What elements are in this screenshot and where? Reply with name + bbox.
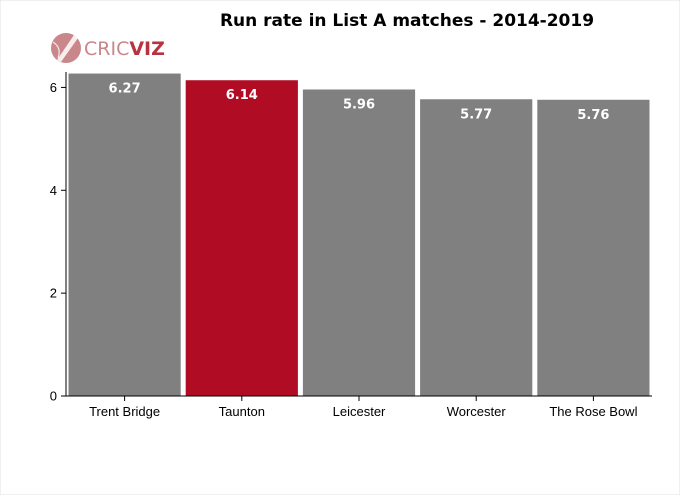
bar-value-label-4: 5.77 (460, 107, 492, 122)
cricviz-logo: CRICVIZ (51, 33, 165, 63)
cricket-ball-bat-icon (51, 33, 81, 63)
bar-4 (420, 99, 533, 396)
logo-text-viz: VIZ (129, 38, 165, 60)
x-tick-label-1: Trent Bridge (89, 404, 160, 419)
bar-value-label-3: 5.96 (343, 97, 375, 112)
y-tick-label-3: 4 (50, 183, 57, 198)
bar-value-label-1: 6.27 (109, 82, 141, 97)
y-tick-label-2: 2 (50, 286, 57, 301)
bar-2 (185, 80, 298, 396)
y-tick-label-4: 6 (50, 80, 57, 95)
bar-1 (68, 73, 181, 397)
x-tick-label-3: Leicester (333, 404, 386, 419)
bar-value-label-2: 6.14 (226, 88, 258, 103)
bar-3 (302, 89, 416, 396)
x-tick-label-2: Taunton (219, 404, 265, 419)
plot-area: 6.27 Trent Bridge 6.14 Taunton 5.96 Leicester… (50, 72, 652, 419)
chart-title: Run rate in List A matches - 2014-2019 (220, 11, 594, 31)
y-tick-label-1: 0 (50, 389, 57, 404)
logo-wordmark: CRICVIZ (84, 38, 165, 60)
bar-value-label-5: 5.76 (577, 108, 609, 123)
x-tick-label-5: The Rose Bowl (549, 404, 637, 419)
logo-text-cric: CRIC (84, 38, 129, 60)
x-tick-label-4: Worcester (447, 404, 507, 419)
bar-5 (537, 99, 650, 397)
